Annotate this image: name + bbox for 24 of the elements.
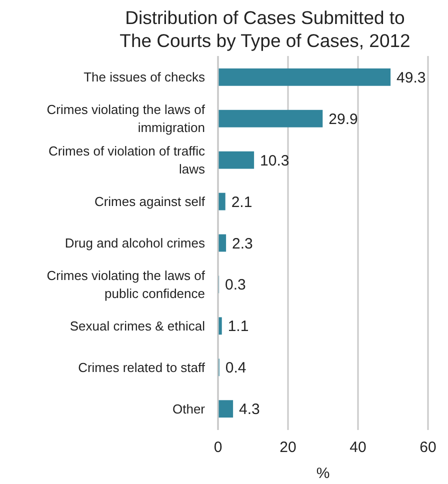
data-label: 49.3 xyxy=(396,69,426,86)
x-tick-label: 20 xyxy=(280,439,296,456)
y-tick-label: Sexual crimes & ethical xyxy=(70,318,206,334)
data-label: 29.9 xyxy=(328,110,358,128)
y-tick-label: Crimes related to staff xyxy=(78,360,206,375)
data-label: 2.1 xyxy=(231,194,252,211)
data-label: 0.3 xyxy=(225,276,246,294)
data-label: 2.3 xyxy=(232,235,253,252)
y-tick-label: Drug and alcohol crimes xyxy=(64,236,206,251)
y-tick-label: Crimes violating the laws of immigration xyxy=(46,102,206,136)
data-label: 10.3 xyxy=(260,152,290,170)
y-tick-label: Crimes violating the laws of public confidence xyxy=(46,268,206,302)
y-tick-label: Other xyxy=(172,401,206,416)
x-tick-label: 60 xyxy=(420,439,436,456)
y-tick-label: The issues of checks xyxy=(84,70,206,85)
x-tick-label: 40 xyxy=(350,439,366,456)
data-label: 1.1 xyxy=(228,318,249,336)
x-axis-title: % xyxy=(316,465,330,482)
x-tick-label: 0 xyxy=(214,439,222,456)
y-tick-label: Crimes against self xyxy=(94,194,206,210)
data-label: 0.4 xyxy=(225,360,246,377)
chart-title: Distribution of Cases Submitted to The Courts by Type of Cases, 2012 xyxy=(120,7,410,51)
y-tick-label: Crimes of violation of traffic laws xyxy=(48,144,206,177)
data-label: 4.3 xyxy=(239,401,260,418)
